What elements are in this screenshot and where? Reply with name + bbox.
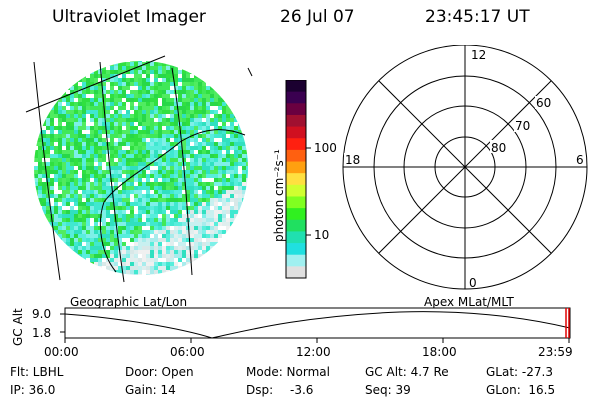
colorbar-cell [286, 173, 306, 186]
colorbar-cell [286, 184, 306, 197]
instrument-title: Ultraviolet Imager [52, 7, 206, 27]
observation-time: 23:45:17 UT [425, 7, 530, 27]
geographic-label: Geographic Lat/Lon [70, 295, 188, 309]
intensity-colorbar [285, 80, 311, 279]
colorbar-cell [286, 126, 306, 139]
colorbar-cell [286, 266, 306, 279]
colorbar-cell [286, 80, 306, 93]
colorbar-tick-100: 100 [314, 141, 337, 155]
mlt-label-18: 18 [345, 153, 360, 167]
filter-info: Flt: LBHL [10, 365, 64, 379]
gain-info: Gain: 14 [125, 383, 176, 397]
ip-info: IP: 36.0 [10, 383, 56, 397]
time-tick-1800: 18:00 [422, 345, 457, 359]
observation-date: 26 Jul 07 [280, 7, 355, 27]
colorbar-cell [286, 243, 306, 256]
colorbar-cell [286, 161, 306, 174]
apex-polar-plot: 12 0 18 6 60 70 80 [342, 45, 588, 290]
altitude-ylabel: GC Alt [11, 308, 25, 346]
colorbar-cell [286, 231, 306, 244]
colorbar-cell [286, 149, 306, 163]
sequence-info: Seq: 39 [365, 383, 411, 397]
mlat-label-60: 60 [536, 96, 551, 110]
dsp-value: -3.6 [290, 383, 314, 397]
altitude-ytick-9: 9.0 [32, 307, 52, 321]
glat-info: GLat: -27.3 [486, 365, 553, 379]
door-info: Door: Open [125, 365, 194, 379]
gc-altitude-info: GC Alt: 4.7 Re [365, 365, 449, 379]
colorbar-cell [286, 196, 306, 209]
time-tick-0600: 06:00 [170, 345, 205, 359]
mlat-label-80: 80 [491, 141, 506, 155]
altitude-ytick-1-8: 1.8 [32, 326, 52, 340]
altitude-curve [64, 311, 571, 339]
colorbar-unit-label: photon cm⁻²s⁻¹ [272, 149, 286, 242]
mlt-label-0: 0 [469, 276, 477, 290]
apex-label: Apex MLat/MLT [424, 295, 514, 309]
colorbar-tick-10: 10 [314, 228, 330, 242]
altitude-panel [60, 307, 571, 343]
mode-info: Mode: Normal [246, 365, 330, 379]
mlt-label-6: 6 [576, 153, 584, 167]
mlt-label-12: 12 [471, 48, 486, 62]
colorbar-cell [286, 219, 306, 232]
colorbar-cell [286, 114, 306, 128]
time-tick-1200: 12:00 [296, 345, 331, 359]
time-tick-0000: 00:00 [44, 345, 79, 359]
glon-info: GLon: 16.5 [486, 383, 556, 397]
uv-earth-image [25, 55, 253, 283]
time-tick-2359: 23:59 [538, 345, 573, 359]
dsp-label: Dsp: [246, 383, 274, 397]
mlat-label-70: 70 [515, 119, 530, 133]
colorbar-cell [286, 103, 306, 116]
colorbar-cell [286, 254, 306, 267]
geographic-grid [25, 55, 253, 283]
colorbar-cell [286, 138, 306, 151]
colorbar-cell [286, 91, 306, 104]
colorbar-cell [286, 208, 306, 221]
